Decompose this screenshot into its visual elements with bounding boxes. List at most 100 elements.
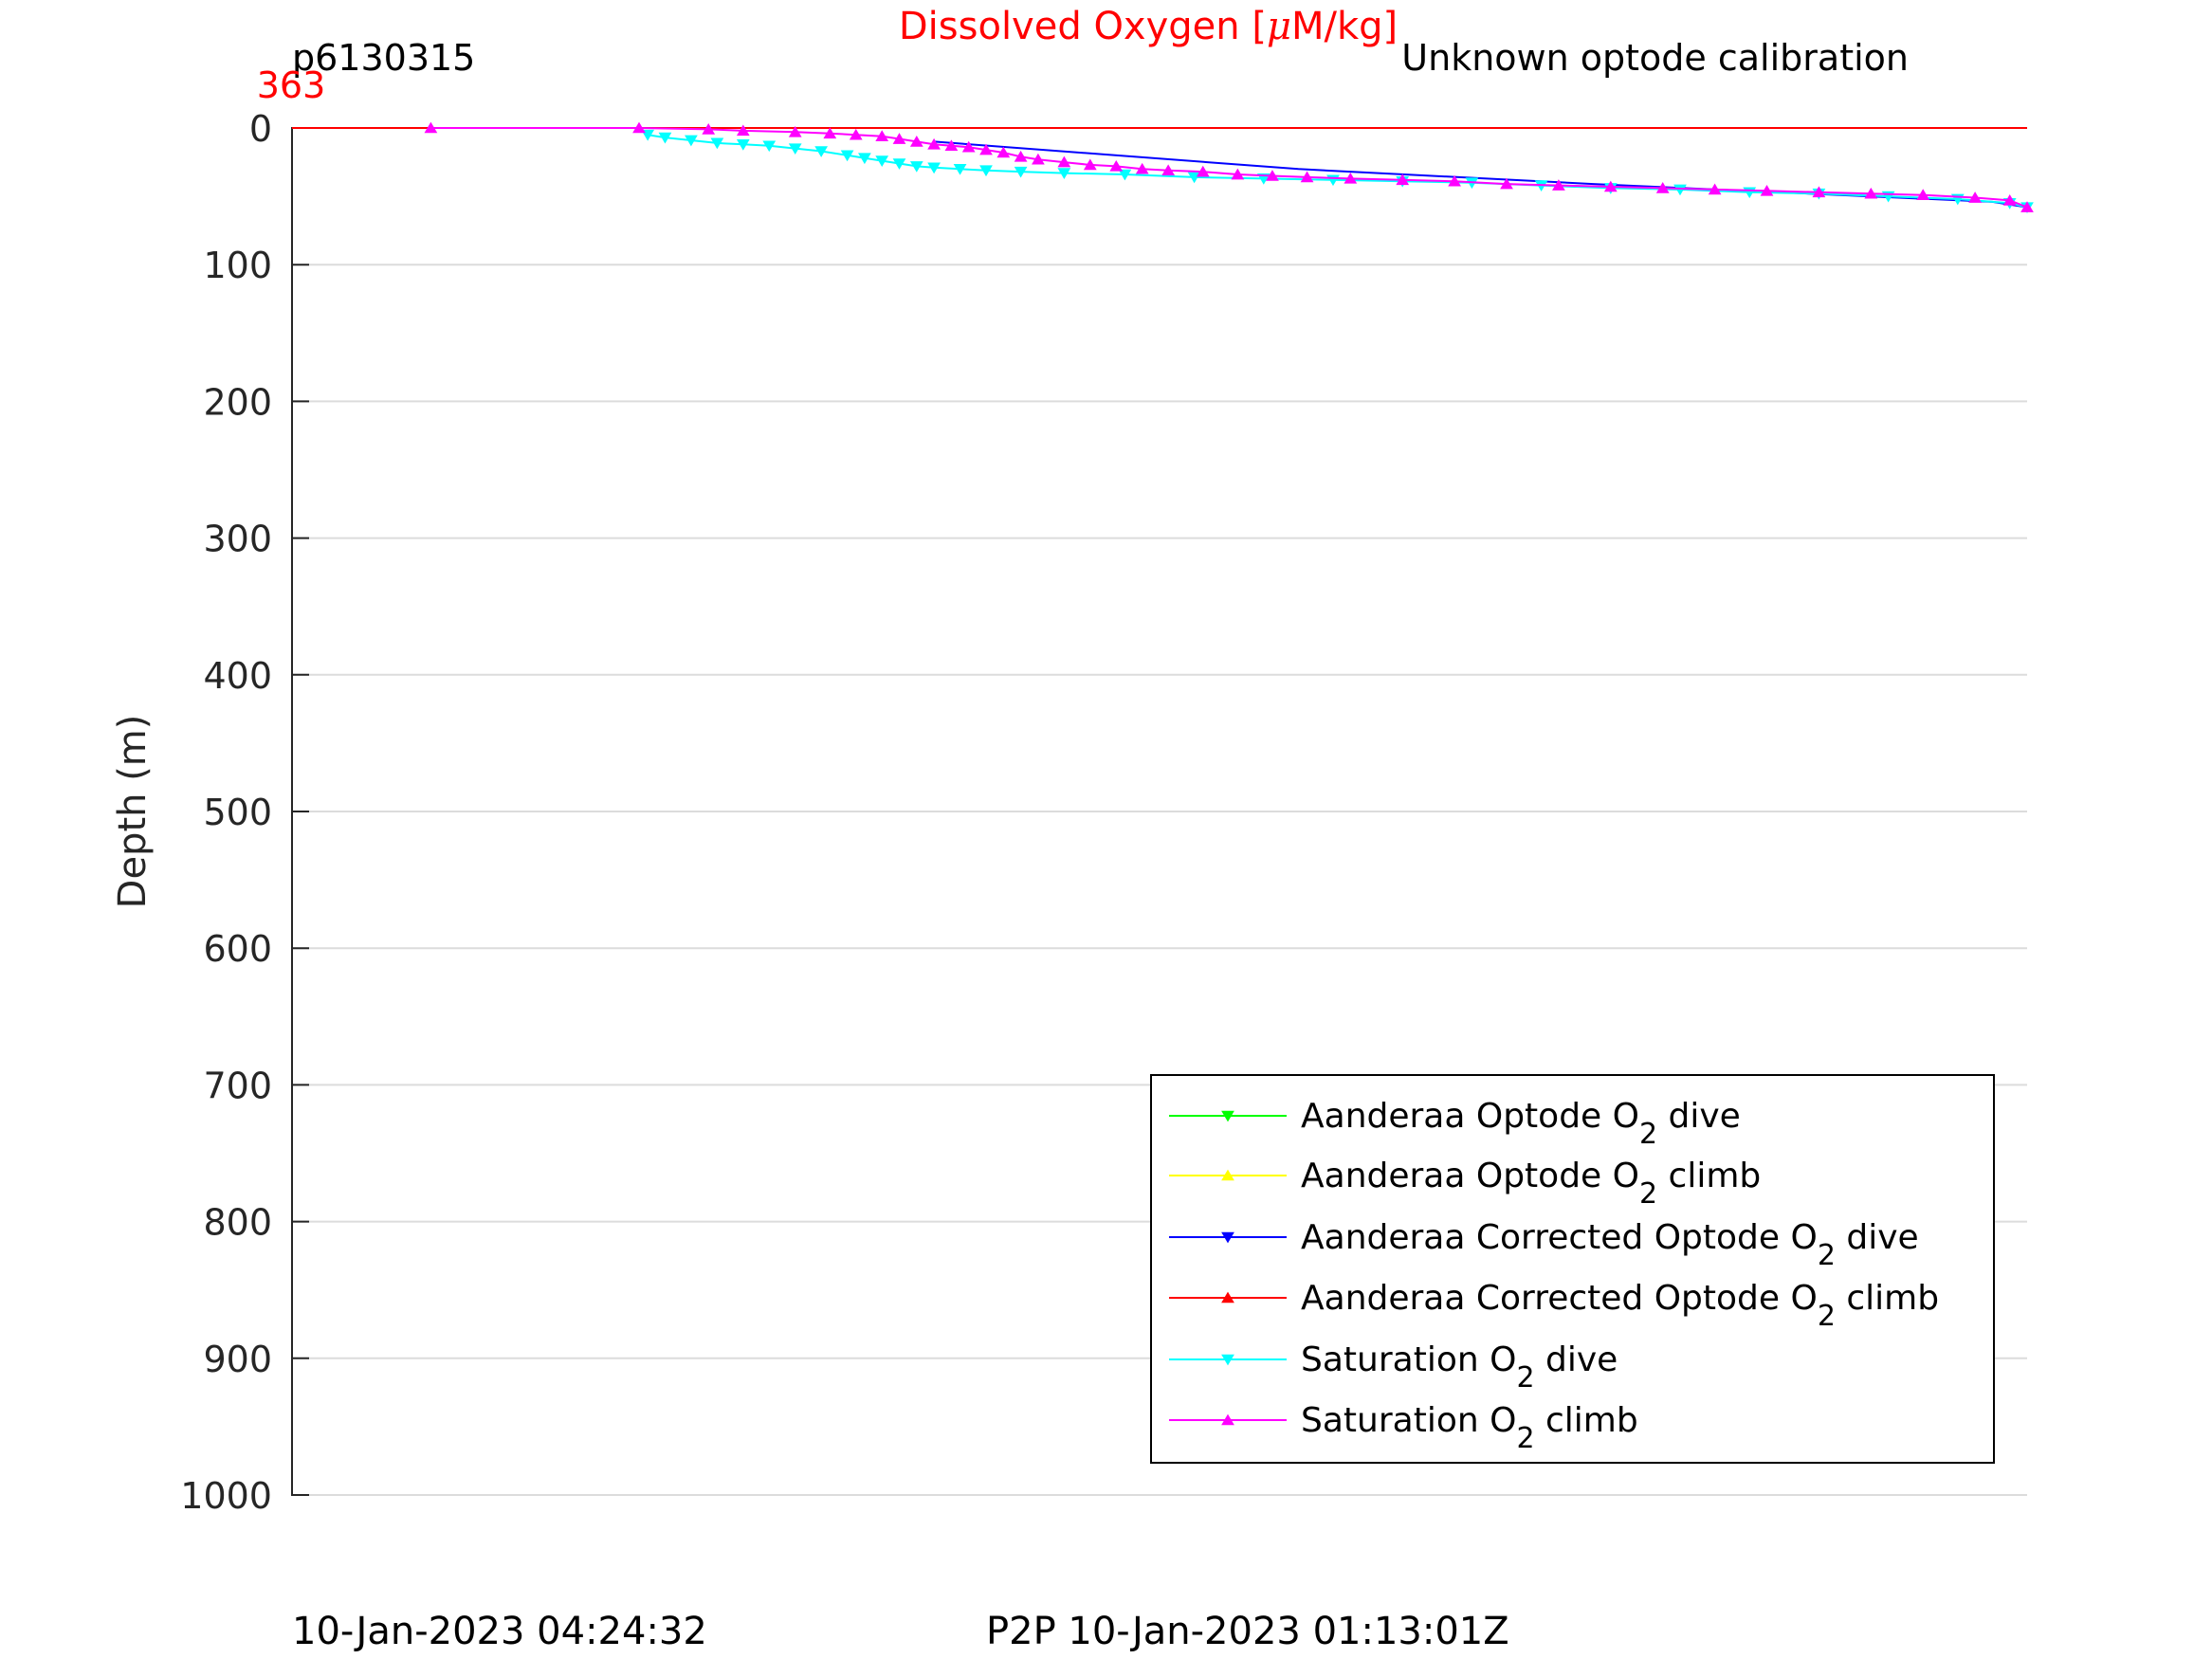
data-point [1057, 155, 1071, 168]
data-point [1187, 172, 1201, 184]
y-tick-label: 300 [203, 519, 272, 560]
data-point [1161, 164, 1176, 176]
data-point [1448, 174, 1461, 187]
footer-timestamp: 10-Jan-2023 04:24:32 [292, 1610, 707, 1653]
series-line [430, 127, 2028, 209]
legend-label: Aanderaa Corrected Optode O2 climb [1301, 1279, 1939, 1333]
y-tick-label: 700 [203, 1065, 272, 1106]
data-point [1344, 172, 1358, 184]
legend: Aanderaa Optode O2 dive Aanderaa Optode O… [1150, 1074, 1995, 1464]
legend-box [1150, 1074, 1995, 1464]
data-point [1500, 177, 1513, 190]
data-point [1231, 168, 1245, 180]
data-point [424, 121, 438, 134]
data-point [892, 158, 906, 170]
data-point [849, 128, 863, 140]
y-tick-label: 100 [203, 245, 272, 286]
data-point [1109, 159, 1124, 172]
data-point [736, 124, 750, 137]
data-point [1032, 153, 1045, 165]
series-3 [424, 121, 2034, 212]
data-point [909, 136, 923, 147]
data-point [1196, 165, 1210, 177]
data-point [1812, 186, 1826, 198]
legend-entry: Saturation O2 climb [1169, 1401, 1638, 1455]
calibration-note: Unknown optode calibration [1401, 37, 1909, 79]
data-point [909, 161, 923, 173]
y-tick-label: 900 [203, 1339, 272, 1380]
chart-title: Dissolved Oxygen [μM/kg] [899, 5, 1398, 48]
data-point [1118, 169, 1132, 181]
legend-marker [1221, 1110, 1234, 1122]
data-point [1968, 191, 1982, 203]
data-point [858, 153, 871, 165]
y-axis-ticks: 0 100 200 300 400 500 600 700 800 900 1000 [180, 108, 309, 1517]
data-point [736, 139, 750, 151]
data-point [927, 162, 941, 174]
data-point [685, 135, 698, 147]
legend-marker [1221, 1169, 1234, 1181]
series-layer [292, 121, 2034, 214]
legend-marker [1221, 1354, 1234, 1366]
legend-label: Saturation O2 climb [1301, 1401, 1638, 1455]
data-point [979, 165, 993, 177]
data-point [944, 139, 959, 152]
data-point [1014, 166, 1028, 178]
data-point [1916, 189, 1930, 200]
data-point [1603, 180, 1618, 192]
footer-p2p: P2P 10-Jan-2023 01:13:01Z [986, 1610, 1509, 1653]
legend-marker [1221, 1231, 1234, 1244]
y-tick-label: 0 [249, 108, 272, 150]
y-tick-label: 1000 [180, 1475, 272, 1517]
legend-entry: Aanderaa Optode O2 dive [1169, 1097, 1741, 1151]
data-point [1673, 184, 1687, 196]
glider-id: p6130315 [292, 37, 475, 79]
data-point [1708, 183, 1722, 195]
data-point [702, 123, 716, 135]
y-tick-label: 600 [203, 928, 272, 970]
data-point [1014, 150, 1028, 162]
data-point [892, 133, 906, 144]
legend-label: Saturation O2 dive [1301, 1340, 1618, 1395]
y-tick-label: 500 [203, 792, 272, 833]
data-point [875, 130, 889, 141]
legend-entry: Saturation O2 dive [1169, 1340, 1618, 1395]
data-point [2020, 201, 2034, 212]
legend-marker [1221, 1413, 1234, 1426]
y-tick-label: 200 [203, 381, 272, 423]
data-point [710, 137, 724, 150]
y-axis-label: Depth (m) [111, 715, 155, 909]
data-point [1864, 187, 1878, 199]
data-point [1655, 182, 1670, 193]
legend-marker [1221, 1291, 1234, 1304]
data-point [1083, 158, 1097, 171]
data-point [762, 140, 777, 153]
data-point [961, 140, 976, 153]
data-point [658, 132, 672, 144]
data-point [632, 121, 646, 134]
data-point [875, 155, 889, 167]
legend-label: Aanderaa Corrected Optode O2 dive [1301, 1218, 1919, 1272]
data-point [927, 137, 941, 150]
data-point [996, 146, 1011, 158]
data-point [2002, 194, 2017, 206]
data-point [1760, 184, 1774, 196]
data-point [840, 150, 854, 162]
data-point [1057, 168, 1071, 179]
legend-entry: Aanderaa Corrected Optode O2 dive [1169, 1218, 1919, 1272]
data-point [1300, 171, 1314, 183]
data-point [979, 143, 993, 155]
legend-entry: Aanderaa Optode O2 climb [1169, 1157, 1761, 1211]
legend-label: Aanderaa Optode O2 dive [1301, 1097, 1741, 1151]
y-tick-label: 800 [203, 1202, 272, 1244]
data-point [1135, 162, 1149, 174]
data-point [953, 163, 967, 175]
legend-entry: Aanderaa Corrected Optode O2 climb [1169, 1279, 1939, 1333]
x-top-value: 363 [257, 64, 326, 106]
data-point [1552, 179, 1565, 191]
data-point [1266, 170, 1279, 181]
data-point [788, 143, 802, 155]
data-point [814, 146, 829, 157]
y-tick-label: 400 [203, 655, 272, 697]
